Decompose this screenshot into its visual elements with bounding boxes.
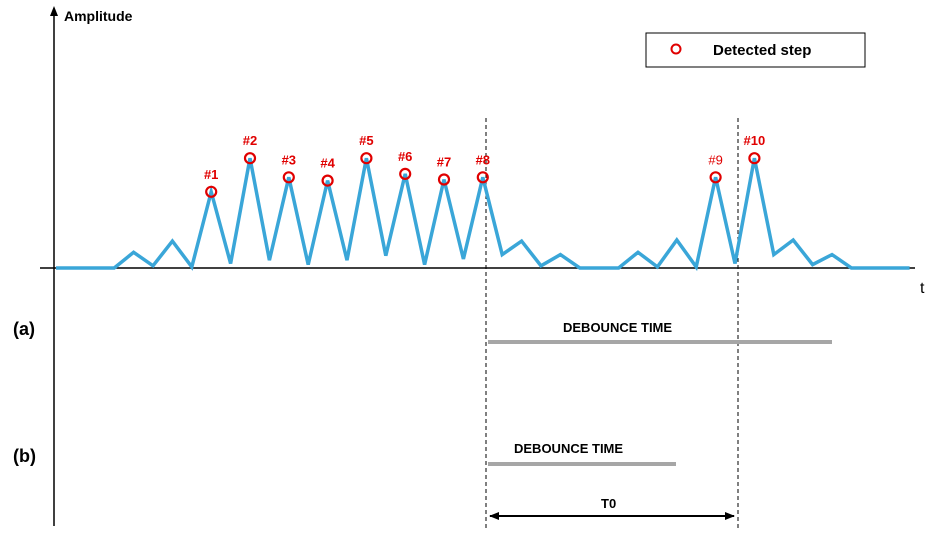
step-marker-6 bbox=[399, 167, 412, 180]
step-marker-8 bbox=[476, 171, 489, 184]
x-axis-label: t bbox=[920, 280, 925, 297]
step-marker-9 bbox=[709, 171, 722, 184]
legend-marker-icon bbox=[670, 43, 682, 55]
signal-line bbox=[56, 157, 910, 272]
step-marker-10 bbox=[748, 152, 761, 165]
step-label-3: #3 bbox=[282, 152, 296, 167]
legend-box bbox=[645, 32, 866, 68]
step-label-4: #4 bbox=[320, 156, 335, 171]
step-label-2: #2 bbox=[243, 133, 257, 148]
row-a-label: (a) bbox=[13, 319, 35, 339]
step-marker-5 bbox=[360, 152, 373, 165]
legend-label: Detected step bbox=[713, 42, 811, 59]
step-marker-4 bbox=[321, 174, 334, 187]
step-marker-7 bbox=[437, 173, 451, 186]
y-axis-label: Amplitude bbox=[64, 8, 133, 24]
detected-steps: #1 #2 #3 #4 #5 #6 #7 #8 #9 #10 bbox=[204, 133, 766, 198]
step-label-5: #5 bbox=[359, 133, 373, 148]
step-label-8: #8 bbox=[476, 152, 490, 167]
row-a-debounce-label: DEBOUNCE TIME bbox=[563, 320, 672, 335]
row-b-label: (b) bbox=[13, 446, 36, 466]
t0-label: T0 bbox=[601, 496, 616, 511]
row-b-debounce-label: DEBOUNCE TIME bbox=[514, 441, 623, 456]
step-marker-1 bbox=[205, 185, 218, 198]
y-axis-arrowhead bbox=[50, 6, 58, 16]
step-label-10: #10 bbox=[744, 133, 766, 148]
step-label-6: #6 bbox=[398, 149, 412, 164]
step-marker-2 bbox=[243, 152, 257, 165]
step-label-7: #7 bbox=[437, 155, 451, 170]
step-label-1: #1 bbox=[204, 167, 218, 182]
step-marker-3 bbox=[282, 171, 295, 184]
step-label-9: #9 bbox=[708, 152, 722, 167]
